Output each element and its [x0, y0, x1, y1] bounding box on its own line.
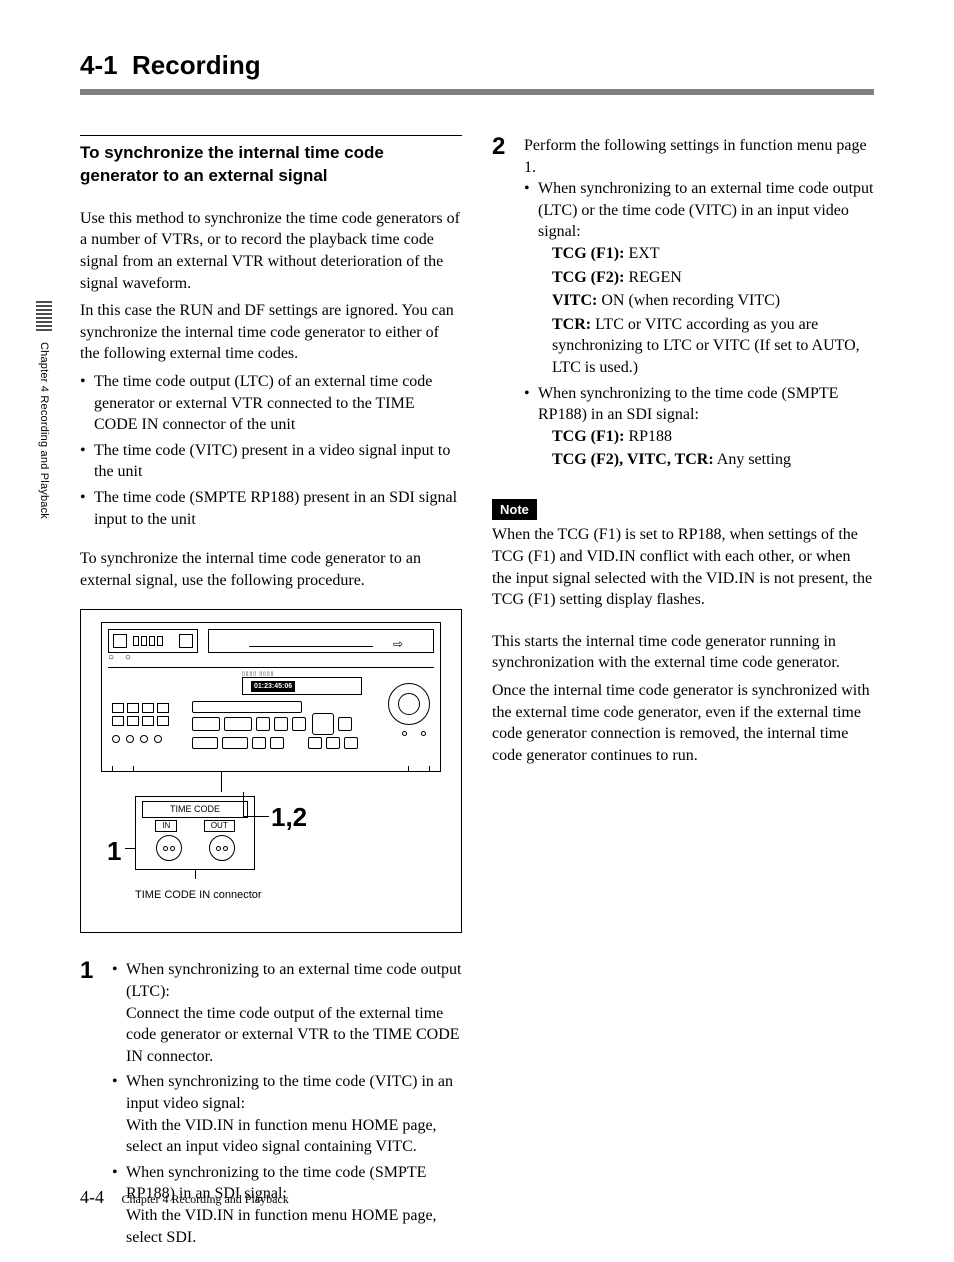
- section-title: Recording: [132, 50, 261, 80]
- intro-paragraph-1: Use this method to synchronize the time …: [80, 208, 462, 294]
- source-item: The time code output (LTC) of an externa…: [80, 371, 462, 436]
- step-2: 2 Perform the following settings in func…: [492, 135, 874, 475]
- step-number: 2: [492, 135, 514, 159]
- vtr-front-panel-icon: ⇨ ○ ○ ▯▯▯▯ ▯▯▯▯ 01:23:45:06: [101, 622, 441, 772]
- subheading: To synchronize the internal time code ge…: [80, 135, 462, 188]
- step2-case-a: When synchronizing to an external time c…: [524, 178, 874, 378]
- after-paragraph-2: Once the internal time code generator is…: [492, 680, 874, 766]
- section-header: 4-1 Recording: [80, 50, 874, 95]
- manual-page: Chapter 4 Recording and Playback 4-1 Rec…: [0, 0, 954, 1244]
- vtr-figure: ⇨ ○ ○ ▯▯▯▯ ▯▯▯▯ 01:23:45:06: [80, 609, 462, 933]
- jog-dial-icon: [388, 683, 430, 725]
- step2-lead: Perform the following settings in functi…: [524, 135, 874, 178]
- note-badge: Note: [492, 499, 537, 521]
- right-column: 2 Perform the following settings in func…: [492, 135, 874, 1262]
- source-list: The time code output (LTC) of an externa…: [80, 371, 462, 530]
- source-item: The time code (SMPTE RP188) present in a…: [80, 487, 462, 530]
- page-number: 4-4: [80, 1187, 104, 1207]
- callout-1: 1: [107, 834, 121, 869]
- step1-case: When synchronizing to an external time c…: [112, 959, 462, 1067]
- after-paragraph-1: This starts the internal time code gener…: [492, 631, 874, 674]
- note-text: When the TCG (F1) is set to RP188, when …: [492, 524, 874, 610]
- procedure-lead: To synchronize the internal time code ge…: [80, 548, 462, 591]
- thumb-index-icon: [34, 300, 54, 336]
- callout-1-2: 1,2: [271, 800, 307, 835]
- tc-box-title: TIME CODE: [142, 801, 248, 817]
- intro-paragraph-2: In this case the RUN and DF settings are…: [80, 300, 462, 365]
- source-item: The time code (VITC) present in a video …: [80, 440, 462, 483]
- footer-chapter: Chapter 4 Recording and Playback: [122, 1192, 289, 1206]
- step-1: 1 When synchronizing to an external time…: [80, 959, 462, 1252]
- side-tab-label: Chapter 4 Recording and Playback: [38, 342, 50, 519]
- tc-in-label: IN: [155, 820, 177, 833]
- side-tab: Chapter 4 Recording and Playback: [30, 300, 58, 519]
- page-footer: 4-4 Chapter 4 Recording and Playback: [80, 1187, 289, 1208]
- figure-caption: TIME CODE IN connector: [135, 888, 262, 903]
- left-column: To synchronize the internal time code ge…: [80, 135, 462, 1262]
- step1-case: When synchronizing to the time code (VIT…: [112, 1071, 462, 1157]
- lcd-timecode: 01:23:45:06: [251, 681, 295, 692]
- step-number: 1: [80, 959, 102, 983]
- tc-out-label: OUT: [204, 820, 235, 833]
- step2-case-b: When synchronizing to the time code (SMP…: [524, 383, 874, 471]
- section-number: 4-1: [80, 50, 118, 80]
